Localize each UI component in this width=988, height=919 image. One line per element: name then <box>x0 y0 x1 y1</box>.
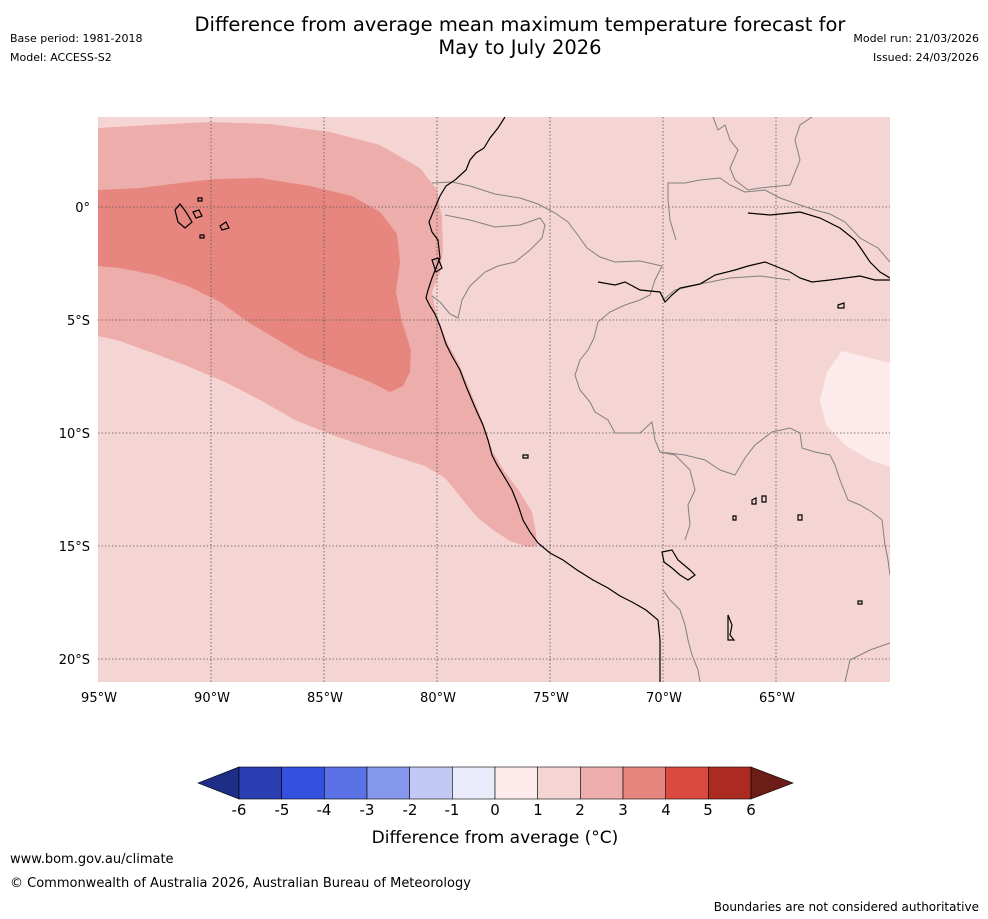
colorbar-tick: -4 <box>316 801 332 819</box>
colorbar-extend-high <box>750 766 794 800</box>
lon-labels: 95°W 90°W 85°W 80°W 75°W 70°W 65°W <box>81 691 795 706</box>
lon-label: 85°W <box>307 691 343 706</box>
colorbar-tick: -3 <box>359 801 375 819</box>
colorbar-tick: 5 <box>703 801 713 819</box>
lon-label: 75°W <box>533 691 569 706</box>
colorbar-swatch <box>324 766 368 800</box>
colorbar-tick: -5 <box>274 801 290 819</box>
lat-label: 20°S <box>59 653 90 668</box>
colorbar-tick: -1 <box>444 801 460 819</box>
colorbar-swatch <box>580 766 624 800</box>
colorbar-swatch <box>409 766 453 800</box>
model-label: Model: ACCESS-S2 <box>10 51 112 64</box>
colorbar-tick: 4 <box>661 801 671 819</box>
colorbar-title: Difference from average (°C) <box>371 828 619 848</box>
colorbar-tick: 2 <box>575 801 585 819</box>
colorbar <box>197 766 794 800</box>
chart-title: Difference from average mean maximum tem… <box>0 13 988 59</box>
colorbar-swatch <box>665 766 709 800</box>
lat-label: 5°S <box>67 314 90 329</box>
title-line-1: Difference from average mean maximum tem… <box>194 13 846 36</box>
country-borders <box>431 117 890 682</box>
issued-label: Issued: 24/03/2026 <box>872 51 979 64</box>
colorbar-tick: 1 <box>533 801 543 819</box>
lat-labels: 0° 5°S 10°S 15°S 20°S <box>59 201 90 668</box>
lat-label: 15°S <box>59 540 90 555</box>
colorbar-swatch <box>494 766 538 800</box>
graticule <box>98 117 890 682</box>
lon-label: 95°W <box>81 691 117 706</box>
colorbar-tick: 6 <box>746 801 756 819</box>
lon-label: 90°W <box>194 691 230 706</box>
lat-label: 10°S <box>59 427 90 442</box>
coastline <box>174 117 890 682</box>
colorbar-swatch <box>452 766 496 800</box>
colorbar-swatch <box>281 766 325 800</box>
copyright-notice: © Commonwealth of Australia 2026, Austra… <box>10 876 471 891</box>
colorbar-swatch <box>622 766 667 800</box>
colorbar-extend-low <box>197 766 240 800</box>
model-run-label: Model run: 21/03/2026 <box>853 32 979 45</box>
colorbar-swatch <box>537 766 581 800</box>
lon-label: 80°W <box>420 691 456 706</box>
colorbar-tick: -2 <box>402 801 418 819</box>
anomaly-band-0-1 <box>820 351 890 467</box>
lon-label: 70°W <box>646 691 682 706</box>
colorbar-swatch <box>366 766 410 800</box>
anomaly-band-3-4 <box>98 178 411 392</box>
website-link[interactable]: www.bom.gov.au/climate <box>10 852 174 867</box>
colorbar-tick: -6 <box>231 801 247 819</box>
lon-label: 65°W <box>759 691 795 706</box>
boundaries-disclaimer: Boundaries are not considered authoritat… <box>713 900 979 914</box>
title-line-2: May to July 2026 <box>438 36 602 59</box>
colorbar-swatch <box>238 766 282 800</box>
colorbar-tick: 3 <box>618 801 628 819</box>
base-period-label: Base period: 1981-2018 <box>10 32 143 45</box>
colorbar-tick: 0 <box>490 801 500 819</box>
lat-label: 0° <box>75 201 90 216</box>
colorbar-swatch <box>708 766 752 800</box>
